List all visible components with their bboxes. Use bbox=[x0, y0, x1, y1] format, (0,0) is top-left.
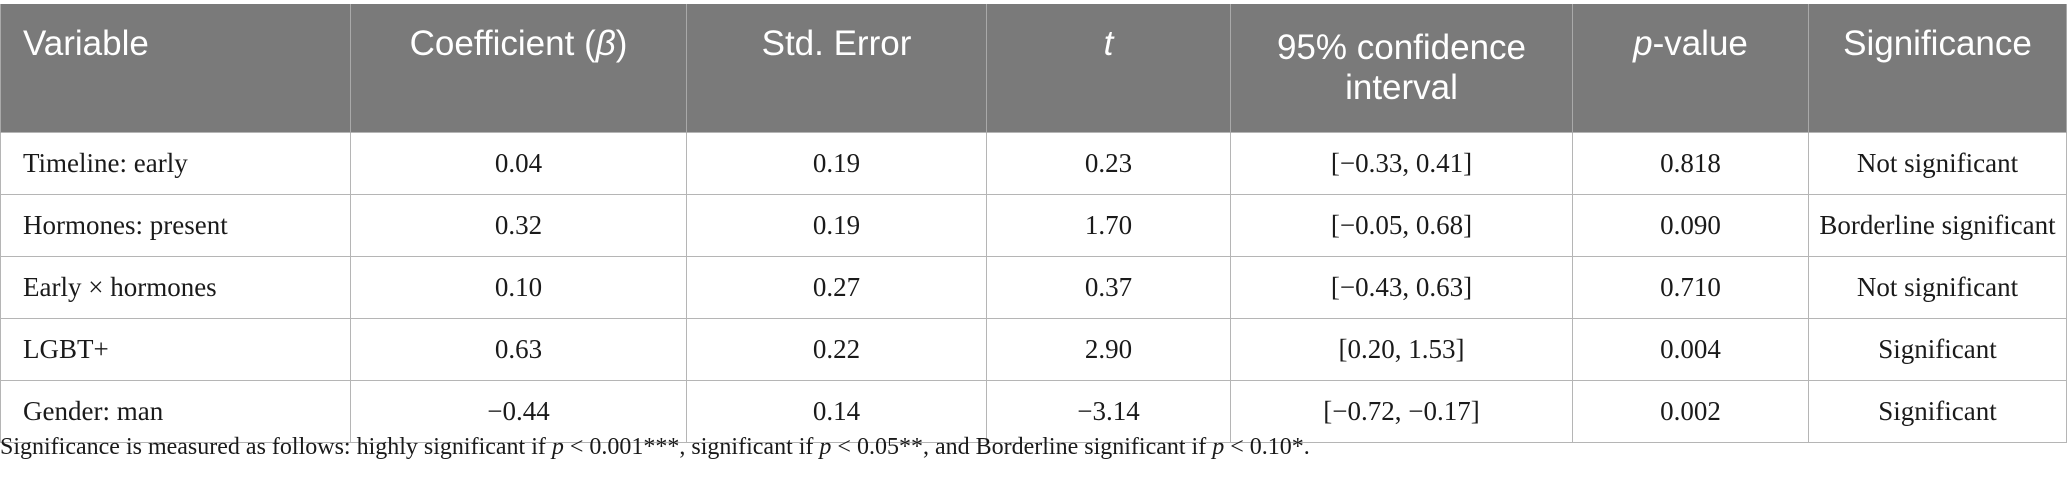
cell-p-value: 0.004 bbox=[1572, 318, 1809, 381]
cell-significance: Significant bbox=[1808, 380, 2067, 443]
header-row: Variable Coefficient (β) Std. Error t 95… bbox=[0, 4, 2067, 133]
cell-significance: Significant bbox=[1808, 318, 2067, 381]
cell-std-error: 0.22 bbox=[686, 318, 987, 381]
regression-table-container: Variable Coefficient (β) Std. Error t 95… bbox=[0, 4, 2067, 443]
cell-variable: Gender: man bbox=[0, 380, 351, 443]
table-footnote: Significance is measured as follows: hig… bbox=[0, 434, 1310, 460]
cell-confidence-interval: [−0.72, −0.17] bbox=[1230, 380, 1573, 443]
cell-t: 0.37 bbox=[986, 256, 1231, 319]
header-coefficient: Coefficient (β) bbox=[350, 4, 687, 133]
cell-confidence-interval: [−0.33, 0.41] bbox=[1230, 132, 1573, 195]
table-row: LGBT+ 0.63 0.22 2.90 [0.20, 1.53] 0.004 … bbox=[0, 318, 2067, 381]
cell-significance: Not significant bbox=[1808, 256, 2067, 319]
cell-std-error: 0.19 bbox=[686, 194, 987, 257]
cell-t: 0.23 bbox=[986, 132, 1231, 195]
cell-t: 2.90 bbox=[986, 318, 1231, 381]
cell-variable: LGBT+ bbox=[0, 318, 351, 381]
cell-confidence-interval: [−0.05, 0.68] bbox=[1230, 194, 1573, 257]
cell-confidence-interval: [0.20, 1.53] bbox=[1230, 318, 1573, 381]
cell-p-value: 0.002 bbox=[1572, 380, 1809, 443]
header-significance: Significance bbox=[1808, 4, 2067, 133]
table-row: Timeline: early 0.04 0.19 0.23 [−0.33, 0… bbox=[0, 132, 2067, 195]
regression-table: Variable Coefficient (β) Std. Error t 95… bbox=[0, 4, 2067, 443]
cell-variable: Hormones: present bbox=[0, 194, 351, 257]
cell-std-error: 0.27 bbox=[686, 256, 987, 319]
cell-significance: Not significant bbox=[1808, 132, 2067, 195]
cell-p-value: 0.710 bbox=[1572, 256, 1809, 319]
cell-variable: Early × hormones bbox=[0, 256, 351, 319]
header-std-error: Std. Error bbox=[686, 4, 987, 133]
cell-t: −3.14 bbox=[986, 380, 1231, 443]
table-row: Gender: man −0.44 0.14 −3.14 [−0.72, −0.… bbox=[0, 380, 2067, 443]
table-row: Early × hormones 0.10 0.27 0.37 [−0.43, … bbox=[0, 256, 2067, 319]
table-row: Hormones: present 0.32 0.19 1.70 [−0.05,… bbox=[0, 194, 2067, 257]
cell-p-value: 0.090 bbox=[1572, 194, 1809, 257]
cell-significance: Borderline significant bbox=[1808, 194, 2067, 257]
cell-confidence-interval: [−0.43, 0.63] bbox=[1230, 256, 1573, 319]
cell-std-error: 0.14 bbox=[686, 380, 987, 443]
header-t: t bbox=[986, 4, 1231, 133]
header-confidence-interval: 95% confidence interval bbox=[1230, 4, 1573, 133]
cell-coefficient: 0.04 bbox=[350, 132, 687, 195]
cell-coefficient: 0.10 bbox=[350, 256, 687, 319]
cell-coefficient: 0.63 bbox=[350, 318, 687, 381]
cell-std-error: 0.19 bbox=[686, 132, 987, 195]
cell-p-value: 0.818 bbox=[1572, 132, 1809, 195]
cell-coefficient: 0.32 bbox=[350, 194, 687, 257]
cell-coefficient: −0.44 bbox=[350, 380, 687, 443]
header-variable: Variable bbox=[0, 4, 351, 133]
header-p-value: p-value bbox=[1572, 4, 1809, 133]
cell-variable: Timeline: early bbox=[0, 132, 351, 195]
cell-t: 1.70 bbox=[986, 194, 1231, 257]
